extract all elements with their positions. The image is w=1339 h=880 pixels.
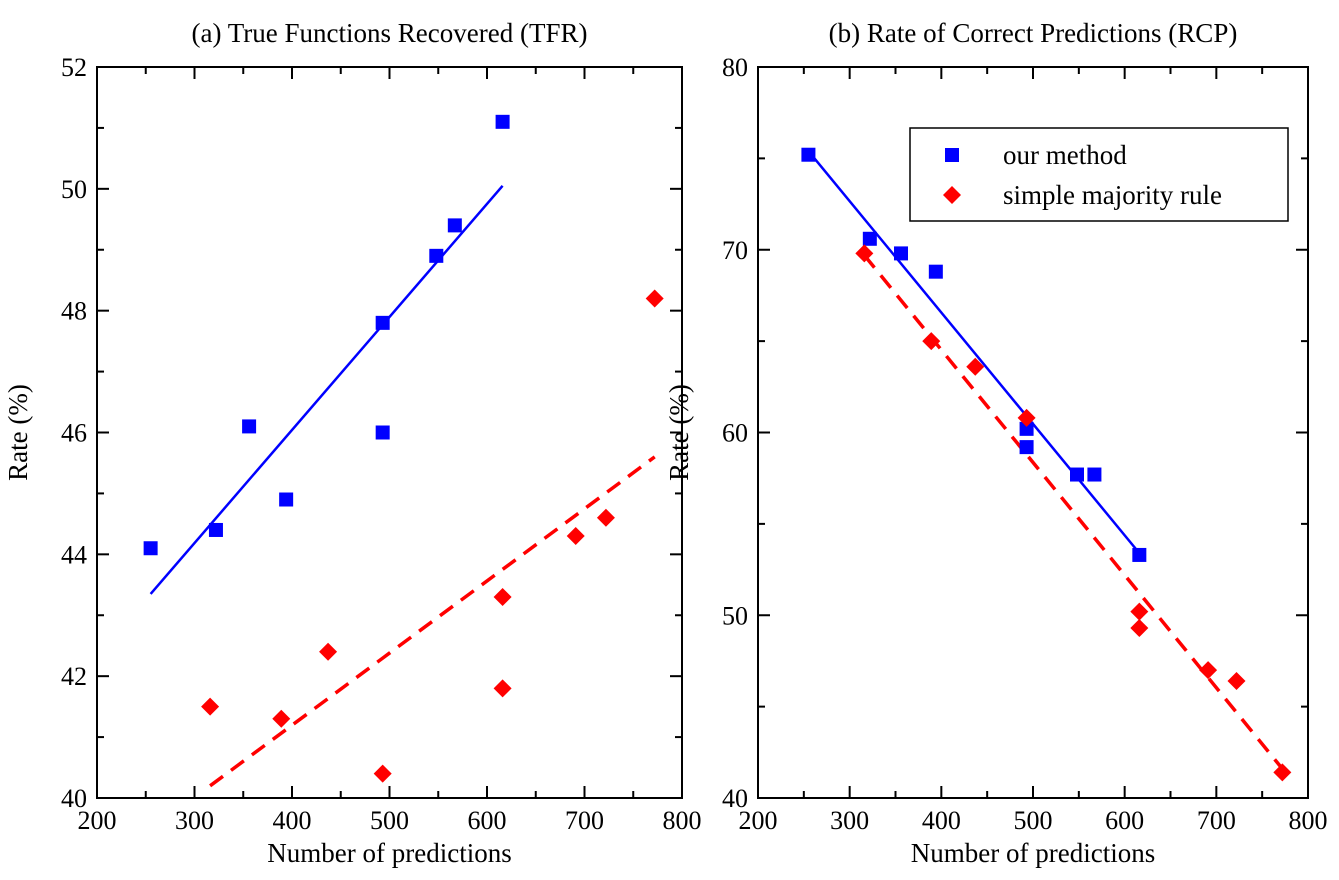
tfr-point-majority-rule (596, 508, 615, 527)
tfr-point-our-method (447, 218, 462, 233)
rcp-x-tick-label: 700 (1197, 806, 1236, 835)
rcp-y-tick-label: 70 (722, 236, 748, 265)
panel-tfr: (a) True Functions Recovered (TFR) 200 300… (3, 18, 702, 868)
rcp-fit-line-majority-rule (862, 254, 1284, 770)
panel-rcp: (b) Rate of Correct Predictions (RCP) 200… (664, 18, 1328, 868)
tfr-plot-frame (96, 66, 683, 799)
rcp-point-majority-rule (1273, 763, 1292, 782)
rcp-x-tick-label: 200 (739, 806, 778, 835)
rcp-legend-marker-majority-rule (943, 186, 961, 204)
rcp-point-our-method (1070, 467, 1084, 482)
rcp-point-our-method (1019, 421, 1034, 436)
tfr-title: (a) True Functions Recovered (TFR) (192, 18, 588, 48)
rcp-point-majority-rule (922, 332, 941, 351)
rcp-point-our-method (862, 231, 877, 246)
rcp-plot-frame (757, 66, 1309, 799)
rcp-point-our-method (1087, 467, 1102, 482)
rcp-legend-marker-our-method (945, 148, 959, 162)
tfr-y-tick-label: 52 (61, 53, 87, 82)
tfr-fit-line-majority-rule (209, 455, 656, 788)
tfr-fit-line-our-method (149, 184, 504, 595)
tfr-point-our-method (143, 541, 158, 556)
rcp-x-tick-label: 300 (830, 806, 869, 835)
tfr-y-tick-label: 48 (61, 297, 87, 326)
rcp-title: (b) Rate of Correct Predictions (RCP) (829, 18, 1238, 48)
tfr-point-our-method (242, 419, 257, 434)
rcp-point-majority-rule (966, 357, 985, 376)
tfr-point-majority-rule (272, 709, 291, 728)
rcp-y-tick-label: 80 (722, 53, 748, 82)
rcp-x-tick-label: 500 (1014, 806, 1053, 835)
tfr-point-our-method (208, 522, 223, 537)
rcp-legend-label-our-method: our method (1003, 140, 1127, 170)
tfr-point-majority-rule (566, 527, 585, 546)
rcp-point-our-method (801, 147, 816, 162)
rcp-y-tick-label: 60 (722, 419, 748, 448)
tfr-x-tick-label: 500 (370, 806, 409, 835)
rcp-y-tick-label: 50 (722, 601, 748, 630)
rcp-legend-label-majority-rule: simple majority rule (1003, 180, 1222, 210)
tfr-point-our-method (279, 492, 294, 507)
tfr-x-tick-label: 300 (175, 806, 214, 835)
tfr-point-majority-rule (645, 289, 664, 308)
tfr-x-tick-label: 600 (468, 806, 507, 835)
tfr-y-axis-label: Rate (%) (3, 384, 33, 481)
tfr-point-our-method (375, 315, 390, 330)
rcp-x-axis-label: Number of predictions (911, 838, 1155, 868)
rcp-point-majority-rule (1227, 672, 1246, 691)
tfr-y-tick-label: 44 (61, 540, 87, 569)
tfr-point-majority-rule (493, 679, 512, 698)
rcp-point-our-method (928, 264, 943, 279)
rcp-point-our-method (1132, 547, 1147, 562)
tfr-point-majority-rule (201, 697, 220, 716)
tfr-point-our-method (375, 425, 390, 440)
rcp-y-tick-label: 40 (722, 784, 748, 813)
tfr-x-tick-label: 700 (565, 806, 604, 835)
tfr-y-tick-label: 40 (61, 784, 87, 813)
rcp-x-tick-label: 400 (922, 806, 961, 835)
tfr-y-tick-label: 46 (61, 419, 87, 448)
rcp-point-majority-rule (1130, 619, 1149, 638)
tfr-y-tick-label: 50 (61, 175, 87, 204)
tfr-point-our-method (429, 248, 444, 263)
rcp-point-majority-rule (855, 244, 874, 263)
tfr-point-majority-rule (493, 587, 512, 606)
rcp-point-majority-rule (1130, 602, 1149, 621)
tfr-point-majority-rule (373, 764, 392, 783)
tfr-point-majority-rule (319, 642, 338, 661)
rcp-legend (909, 127, 1289, 222)
tfr-x-axis-label: Number of predictions (267, 838, 511, 868)
tfr-x-tick-label: 800 (663, 806, 702, 835)
tfr-x-tick-label: 200 (78, 806, 117, 835)
rcp-y-axis-label: Rate (%) (664, 384, 694, 481)
rcp-point-majority-rule (1199, 661, 1218, 680)
tfr-y-tick-label: 42 (61, 662, 87, 691)
tfr-point-our-method (495, 114, 510, 129)
rcp-point-majority-rule (1017, 408, 1036, 427)
rcp-fit-line-our-method (807, 150, 1141, 554)
rcp-point-our-method (894, 246, 908, 261)
rcp-point-our-method (1019, 440, 1034, 455)
rcp-x-tick-label: 800 (1289, 806, 1328, 835)
tfr-x-tick-label: 400 (273, 806, 312, 835)
rcp-x-tick-label: 600 (1105, 806, 1144, 835)
